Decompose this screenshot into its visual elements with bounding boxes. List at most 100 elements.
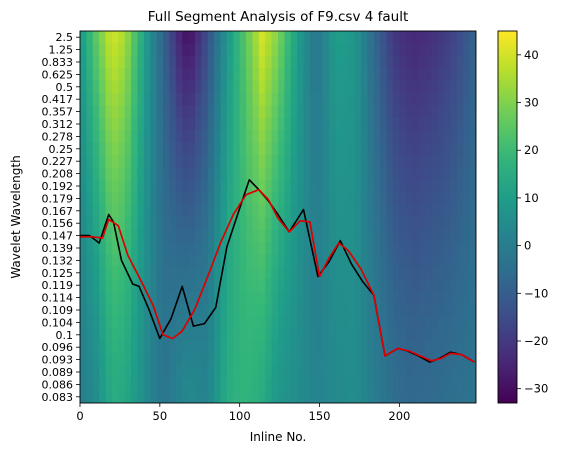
heatmap-cell	[150, 291, 158, 305]
heatmap-cell	[220, 204, 228, 218]
heatmap-cell	[271, 68, 279, 82]
heatmap-cell	[335, 68, 343, 82]
heatmap-cell	[169, 390, 177, 403]
heatmap-cell	[373, 93, 381, 106]
heatmap-cell	[118, 328, 126, 342]
heatmap-cell	[373, 353, 381, 367]
heatmap-cell	[156, 31, 164, 44]
heatmap-cell	[92, 167, 100, 181]
heatmap-cell	[233, 105, 241, 119]
heatmap-cell	[92, 291, 100, 305]
heatmap-cell	[118, 266, 126, 280]
heatmap-cell	[309, 365, 317, 379]
heatmap-cell	[156, 155, 164, 168]
heatmap-cell	[194, 142, 202, 156]
heatmap-cell	[265, 279, 273, 292]
heatmap-cell	[392, 93, 400, 106]
heatmap-cell	[373, 105, 381, 119]
heatmap-cell	[284, 167, 292, 181]
heatmap-cell	[456, 68, 464, 82]
heatmap-cell	[118, 241, 126, 255]
heatmap-cell	[405, 328, 413, 342]
heatmap-cell	[469, 192, 476, 206]
heatmap-cell	[131, 291, 139, 305]
heatmap-cell	[444, 303, 452, 317]
heatmap-cell	[290, 179, 298, 193]
heatmap-cell	[386, 192, 394, 206]
heatmap-cell	[80, 43, 87, 57]
heatmap-cell	[290, 43, 298, 57]
heatmap-cell	[92, 341, 100, 354]
heatmap-cell	[469, 266, 476, 280]
heatmap-cell	[303, 55, 311, 69]
heatmap-cell	[265, 105, 273, 119]
heatmap-cell	[246, 303, 254, 317]
heatmap-cell	[118, 155, 126, 168]
heatmap-cell	[99, 80, 107, 94]
heatmap-cell	[150, 142, 158, 156]
heatmap-cell	[386, 390, 394, 403]
heatmap-cell	[469, 365, 476, 379]
heatmap-cell	[99, 43, 107, 57]
heatmap-cell	[233, 179, 241, 193]
heatmap-cell	[322, 31, 330, 44]
heatmap-cell	[399, 291, 407, 305]
heatmap-cell	[329, 31, 337, 44]
heatmap-cell	[175, 179, 183, 193]
plot-frame	[79, 30, 477, 404]
heatmap-cell	[194, 43, 202, 57]
heatmap-cell	[143, 390, 151, 403]
heatmap-cell	[399, 179, 407, 193]
heatmap-cell	[265, 43, 273, 57]
heatmap-cell	[143, 291, 151, 305]
heatmap-cell	[348, 254, 356, 268]
heatmap-cell	[99, 353, 107, 367]
heatmap-cell	[194, 353, 202, 367]
heatmap-cell	[329, 303, 337, 317]
heatmap-cell	[456, 155, 464, 168]
heatmap-cell	[450, 303, 458, 317]
heatmap-cell	[316, 80, 324, 94]
heatmap-cell	[329, 55, 337, 69]
heatmap-cell	[220, 303, 228, 317]
heatmap-cell	[156, 93, 164, 106]
heatmap-cell	[265, 192, 273, 206]
heatmap-cell	[469, 68, 476, 82]
heatmap-cell	[303, 179, 311, 193]
heatmap-cell	[431, 217, 439, 230]
heatmap-cell	[412, 229, 420, 243]
heatmap-cell	[361, 142, 369, 156]
colorbar-tick-label: 40	[524, 48, 539, 62]
heatmap-cell	[322, 303, 330, 317]
heatmap-cell	[290, 192, 298, 206]
heatmap-cell	[99, 279, 107, 292]
heatmap-cell	[246, 117, 254, 131]
heatmap-cell	[354, 167, 362, 181]
heatmap-cell	[373, 204, 381, 218]
heatmap-cell	[278, 378, 285, 392]
heatmap-cell	[201, 254, 209, 268]
heatmap-cell	[194, 316, 202, 330]
heatmap-cell	[118, 80, 126, 94]
heatmap-cell	[137, 68, 145, 82]
heatmap-cell	[437, 365, 445, 379]
heatmap-cell	[361, 217, 369, 230]
heatmap-cell	[163, 192, 171, 206]
heatmap-cell	[361, 80, 369, 94]
heatmap-cell	[143, 353, 151, 367]
heatmap-cell	[431, 155, 439, 168]
heatmap-cell	[424, 316, 432, 330]
heatmap-cell	[278, 291, 285, 305]
heatmap-cell	[418, 279, 426, 292]
heatmap-cell	[220, 68, 228, 82]
heatmap-cell	[246, 316, 254, 330]
heatmap-cell	[252, 291, 260, 305]
heatmap-cell	[431, 365, 439, 379]
heatmap-cell	[450, 55, 458, 69]
heatmap-cell	[214, 303, 222, 317]
heatmap-cell	[469, 328, 476, 342]
heatmap-cell	[207, 378, 215, 392]
heatmap-cell	[329, 217, 337, 230]
heatmap-cell	[258, 179, 266, 193]
